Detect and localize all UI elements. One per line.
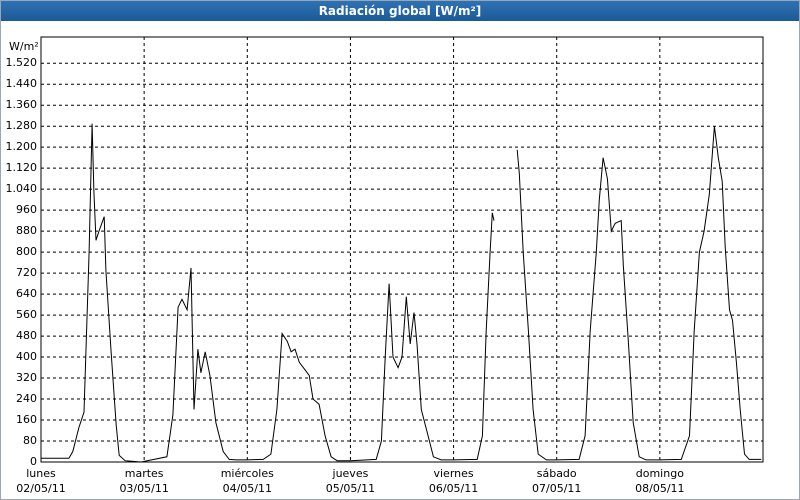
x-tick-label: viernes 06/05/11 — [428, 467, 479, 495]
x-tick-label: lunes 02/05/11 — [16, 467, 66, 495]
x-tick-label: miércoles 04/05/11 — [220, 467, 274, 495]
y-tick-label: 1.520 — [6, 56, 38, 69]
y-tick-label: 0 — [30, 455, 37, 468]
y-tick-label: 1.120 — [6, 161, 38, 174]
y-tick-label: 1.280 — [6, 119, 38, 132]
y-tick-label: 320 — [16, 371, 37, 384]
y-tick-label: 240 — [16, 392, 37, 405]
y-tick-label: 1.440 — [6, 77, 38, 90]
y-tick-label: 880 — [16, 224, 37, 237]
y-tick-label: 800 — [16, 245, 37, 258]
y-tick-label: 160 — [16, 413, 37, 426]
y-tick-label: 1.360 — [6, 98, 38, 111]
y-tick-label: 640 — [16, 287, 37, 300]
x-tick-label: martes 03/05/11 — [119, 467, 169, 495]
x-tick-label: jueves 05/05/11 — [325, 467, 376, 495]
y-axis-label: W/m² — [9, 40, 39, 53]
plot-area — [40, 36, 764, 463]
y-tick-label: 560 — [16, 308, 37, 321]
y-tick-label: 480 — [16, 329, 37, 342]
y-tick-label: 720 — [16, 266, 37, 279]
y-tick-label: 80 — [23, 434, 37, 447]
x-tick-label: domingo 08/05/11 — [635, 467, 685, 495]
chart-title: Radiación global [W/m²] — [1, 1, 799, 21]
y-tick-label: 400 — [16, 350, 37, 363]
y-tick-label: 960 — [16, 203, 37, 216]
x-tick-label: sábado 07/05/11 — [532, 467, 582, 495]
y-tick-label: 1.200 — [6, 140, 38, 153]
data-line — [41, 123, 762, 463]
y-tick-label: 1.040 — [6, 182, 38, 195]
